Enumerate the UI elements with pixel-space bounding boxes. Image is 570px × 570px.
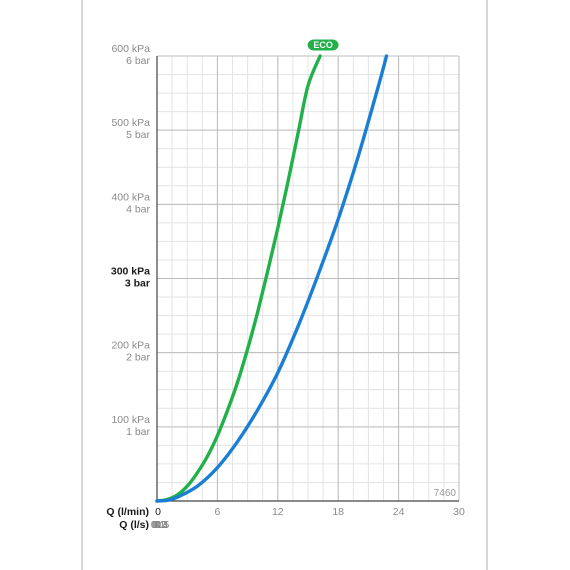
y-tick-bar-label: 6 bar xyxy=(126,55,150,67)
y-tick-kpa-label: 300 kPa xyxy=(111,266,150,278)
eco-flow-curve xyxy=(155,54,322,503)
x-tick-label: 0.4 xyxy=(154,519,169,531)
left-frame-line xyxy=(81,0,83,570)
right-frame-line xyxy=(486,0,488,570)
y-tick-kpa-label: 600 kPa xyxy=(111,43,150,55)
eco-badge-pill xyxy=(306,38,340,52)
x-tick-labels: Q (l/min) 0 6 12 18 24 30 Q (l/s) 00.10.20.30.40… xyxy=(106,506,465,531)
x-tick-label: 12 xyxy=(272,506,284,518)
y-tick-kpa-label: 400 kPa xyxy=(111,191,150,203)
y-tick-kpa-label: 100 kPa xyxy=(111,414,150,426)
x-tick-label: 0.2 xyxy=(152,519,167,531)
y-tick-bar-label: 1 bar xyxy=(126,426,150,438)
x-tick-label: 18 xyxy=(332,506,344,518)
x-tick-label: 0.5 xyxy=(155,519,170,531)
y-tick-bar-label: 5 bar xyxy=(126,129,150,141)
x-tick-label: 0.1 xyxy=(151,519,166,531)
y-tick-bar-label: 2 bar xyxy=(126,352,150,364)
axes xyxy=(156,56,459,502)
y-tick-kpa-label: 500 kPa xyxy=(111,117,150,129)
x-tick-label: 24 xyxy=(393,506,405,518)
x-tick-label: 30 xyxy=(453,506,465,518)
standard-flow-curve xyxy=(155,54,389,503)
x-tick-label: 0 xyxy=(155,519,161,531)
y-tick-kpa-label: 200 kPa xyxy=(111,340,150,352)
eco-badge-text: ECO xyxy=(313,40,333,50)
x-tick-label: 6 xyxy=(214,506,220,518)
curves xyxy=(155,54,389,503)
eco-badge: ECO xyxy=(306,38,340,52)
x-axis-row-name: Q (l/min) xyxy=(106,506,149,518)
x-tick-label: 0.3 xyxy=(153,519,168,531)
x-axis-row-name: Q (l/s) xyxy=(119,519,149,531)
y-tick-bar-label: 3 bar xyxy=(125,278,150,290)
y-tick-bar-label: 4 bar xyxy=(126,203,150,215)
x-tick-label: 0 xyxy=(155,506,161,518)
chart-code-label: 7460 xyxy=(434,488,457,499)
